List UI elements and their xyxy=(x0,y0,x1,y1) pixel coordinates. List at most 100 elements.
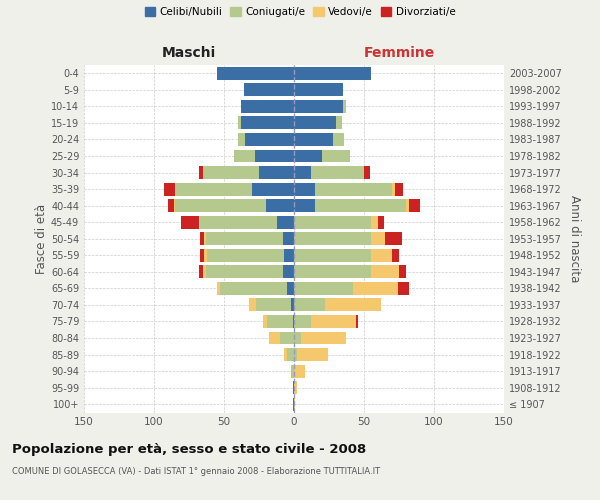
Bar xyxy=(175,199,266,212)
Bar xyxy=(238,116,241,130)
Bar xyxy=(217,67,294,80)
Bar xyxy=(294,249,371,262)
Bar xyxy=(199,266,203,278)
Bar xyxy=(371,266,399,278)
Bar xyxy=(241,100,294,113)
Bar xyxy=(291,298,294,312)
Bar xyxy=(168,199,173,212)
Bar xyxy=(294,100,343,113)
Bar xyxy=(205,249,207,262)
Bar xyxy=(353,282,398,295)
Bar xyxy=(256,298,291,312)
Bar xyxy=(297,348,328,361)
Bar xyxy=(266,199,294,212)
Bar xyxy=(249,298,256,312)
Y-axis label: Fasce di età: Fasce di età xyxy=(35,204,48,274)
Bar xyxy=(175,182,252,196)
Bar xyxy=(294,133,333,146)
Bar xyxy=(311,315,356,328)
Bar xyxy=(336,116,341,130)
Bar xyxy=(325,298,381,312)
Bar xyxy=(269,332,280,344)
Bar xyxy=(398,282,409,295)
Bar xyxy=(294,364,305,378)
Bar xyxy=(287,282,294,295)
Bar xyxy=(284,249,294,262)
Bar xyxy=(164,182,175,196)
Bar xyxy=(238,133,245,146)
Bar xyxy=(294,282,353,295)
Bar xyxy=(294,84,343,96)
Bar xyxy=(283,232,294,245)
Bar xyxy=(220,282,287,295)
Bar xyxy=(252,182,294,196)
Bar xyxy=(283,266,294,278)
Bar xyxy=(294,348,297,361)
Bar xyxy=(294,332,301,344)
Text: Popolazione per età, sesso e stato civile - 2008: Popolazione per età, sesso e stato civil… xyxy=(12,442,366,456)
Bar xyxy=(241,116,294,130)
Bar xyxy=(301,332,346,344)
Bar xyxy=(385,232,402,245)
Bar xyxy=(284,348,287,361)
Bar xyxy=(371,249,392,262)
Bar xyxy=(371,216,378,228)
Y-axis label: Anni di nascita: Anni di nascita xyxy=(568,195,581,282)
Bar xyxy=(315,182,392,196)
Bar xyxy=(200,232,205,245)
Bar xyxy=(409,199,420,212)
Bar xyxy=(294,166,311,179)
Text: Maschi: Maschi xyxy=(162,46,216,60)
Bar xyxy=(173,199,175,212)
Bar xyxy=(315,199,406,212)
Bar xyxy=(293,398,294,410)
Bar xyxy=(280,332,294,344)
Bar xyxy=(259,166,294,179)
Bar xyxy=(206,266,283,278)
Bar xyxy=(291,364,294,378)
Bar xyxy=(294,216,371,228)
Bar xyxy=(333,133,344,146)
Bar xyxy=(268,315,293,328)
Bar xyxy=(200,249,205,262)
Bar xyxy=(294,116,336,130)
Bar xyxy=(294,315,311,328)
Bar xyxy=(203,266,206,278)
Bar xyxy=(395,182,403,196)
Bar xyxy=(392,182,395,196)
Bar xyxy=(293,315,294,328)
Text: COMUNE DI GOLASECCA (VA) - Dati ISTAT 1° gennaio 2008 - Elaborazione TUTTITALIA.: COMUNE DI GOLASECCA (VA) - Dati ISTAT 1°… xyxy=(12,468,380,476)
Bar xyxy=(245,133,294,146)
Bar xyxy=(217,282,220,295)
Bar xyxy=(255,150,294,162)
Bar xyxy=(293,381,294,394)
Bar xyxy=(205,232,206,245)
Bar xyxy=(199,166,203,179)
Bar xyxy=(244,84,294,96)
Bar xyxy=(343,100,346,113)
Bar xyxy=(294,150,322,162)
Bar xyxy=(294,232,371,245)
Bar xyxy=(207,249,284,262)
Bar xyxy=(378,216,383,228)
Bar xyxy=(294,398,295,410)
Bar xyxy=(399,266,406,278)
Bar xyxy=(200,216,277,228)
Bar xyxy=(294,182,315,196)
Text: Femmine: Femmine xyxy=(364,46,434,60)
Bar xyxy=(322,150,350,162)
Bar xyxy=(311,166,364,179)
Bar xyxy=(294,381,297,394)
Bar xyxy=(294,199,315,212)
Bar xyxy=(206,232,283,245)
Bar xyxy=(294,298,325,312)
Bar xyxy=(406,199,409,212)
Bar xyxy=(294,67,371,80)
Bar xyxy=(199,216,200,228)
Bar xyxy=(287,348,294,361)
Bar xyxy=(356,315,358,328)
Bar xyxy=(294,266,371,278)
Bar xyxy=(203,166,259,179)
Bar xyxy=(371,232,385,245)
Bar xyxy=(263,315,268,328)
